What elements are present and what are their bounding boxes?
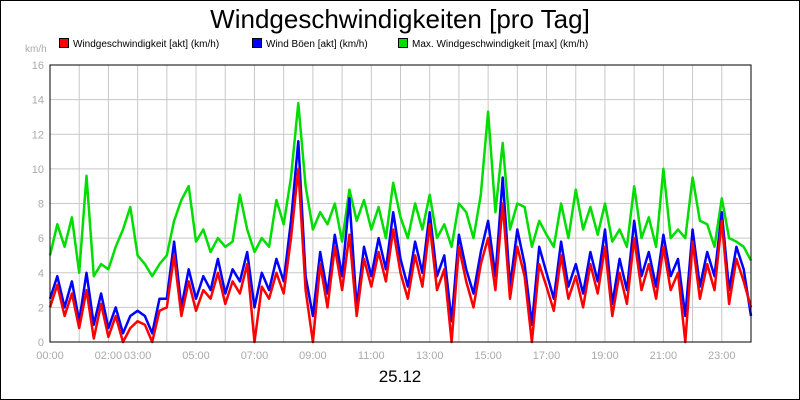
y-tick-label: 12 [32,129,44,141]
chart-title: Windgeschwindigkeiten [pro Tag] [210,4,590,34]
plot-border [49,64,752,343]
series-line-0 [48,167,753,344]
x-tick-label: 05:00 [182,350,210,362]
x-tick-label: 19:00 [591,350,619,362]
y-tick-label: 2 [38,302,44,314]
legend-item-wind-boeen: Wind Böen [akt] (km/h) [252,38,368,51]
y-tick-label: 10 [32,164,44,176]
x-tick-label: 00:00 [36,350,64,362]
grid [50,64,751,343]
series-line-2 [48,101,753,278]
legend-swatch-green [398,38,408,49]
y-tick-label: 14 [32,95,44,107]
legend-label-wind-boeen: Wind Böen [akt] (km/h) [266,39,368,50]
legend-swatch-blue [252,38,262,49]
x-tick-label: 15:00 [474,350,502,362]
y-axis-unit-label: km/h [25,44,47,55]
legend-item-max-windgeschwindigkeit: Max. Windgeschwindigkeit [max] (km/h) [398,38,589,51]
x-tick-label: 13:00 [416,350,444,362]
y-tick-label: 16 [32,60,44,72]
x-tick-label: 11:00 [358,350,385,362]
y-tick-labels: 0 2 4 6 8 10 12 14 16 [32,60,44,349]
series-lines [48,101,753,344]
x-tick-labels: 00:00 02:00 03:00 05:00 07:00 09:00 11:00 13:00… [36,350,735,362]
x-tick-label: 07:00 [241,350,269,362]
x-tick-label: 21:00 [650,350,678,362]
legend-label-max-windgeschwindigkeit: Max. Windgeschwindigkeit [max] (km/h) [412,39,589,50]
x-tick-label: 03:00 [124,350,152,362]
x-tick-label: 23:00 [708,350,736,362]
legend-label-windgeschwindigkeit: Windgeschwindigkeit [akt] (km/h) [73,39,220,50]
x-tick-label: 09:00 [299,350,327,362]
x-tick-label: 02:00 [95,350,123,362]
date-label: 25.12 [378,367,422,386]
y-tick-label: 4 [38,268,44,280]
legend-swatch-red [59,38,69,49]
y-tick-label: 6 [38,233,44,245]
legend-item-windgeschwindigkeit: Windgeschwindigkeit [akt] (km/h) [59,38,220,51]
x-tick-label: 17:00 [533,350,561,362]
y-tick-label: 8 [38,199,44,211]
y-tick-label: 0 [38,337,44,349]
